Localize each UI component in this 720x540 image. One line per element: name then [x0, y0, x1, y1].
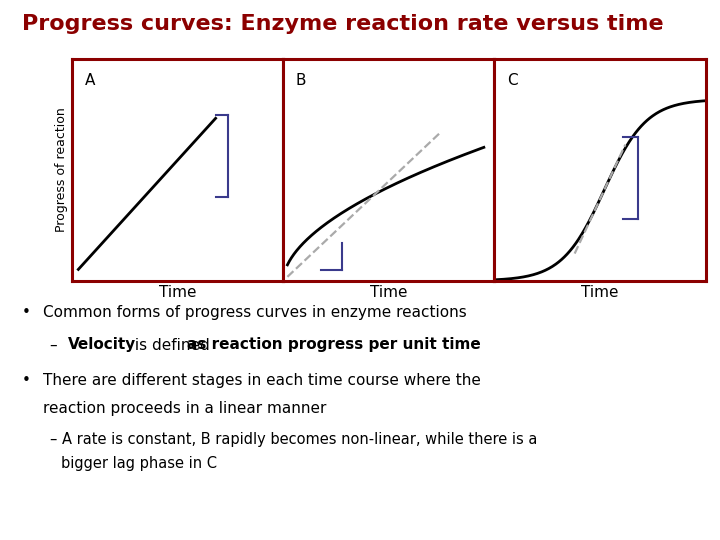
Text: Common forms of progress curves in enzyme reactions: Common forms of progress curves in enzym…	[43, 305, 467, 320]
Text: –: –	[50, 338, 63, 353]
Y-axis label: Progress of reaction: Progress of reaction	[55, 107, 68, 233]
X-axis label: Time: Time	[370, 285, 408, 300]
Text: A: A	[85, 73, 95, 87]
X-axis label: Time: Time	[581, 285, 618, 300]
Text: Velocity: Velocity	[68, 338, 137, 353]
Text: •: •	[22, 373, 30, 388]
Text: There are different stages in each time course where the: There are different stages in each time …	[43, 373, 481, 388]
Text: reaction proceeds in a linear manner: reaction proceeds in a linear manner	[43, 401, 327, 416]
Text: C: C	[507, 73, 518, 87]
Text: bigger lag phase in C: bigger lag phase in C	[61, 456, 217, 471]
X-axis label: Time: Time	[159, 285, 197, 300]
Text: – A rate is constant, B rapidly becomes non-linear, while there is a: – A rate is constant, B rapidly becomes …	[50, 432, 538, 447]
Text: Progress curves: Enzyme reaction rate versus time: Progress curves: Enzyme reaction rate ve…	[22, 14, 663, 33]
Text: B: B	[296, 73, 307, 87]
Text: is defined: is defined	[130, 338, 215, 353]
Text: as reaction progress per unit time: as reaction progress per unit time	[187, 338, 481, 353]
Text: •: •	[22, 305, 30, 320]
